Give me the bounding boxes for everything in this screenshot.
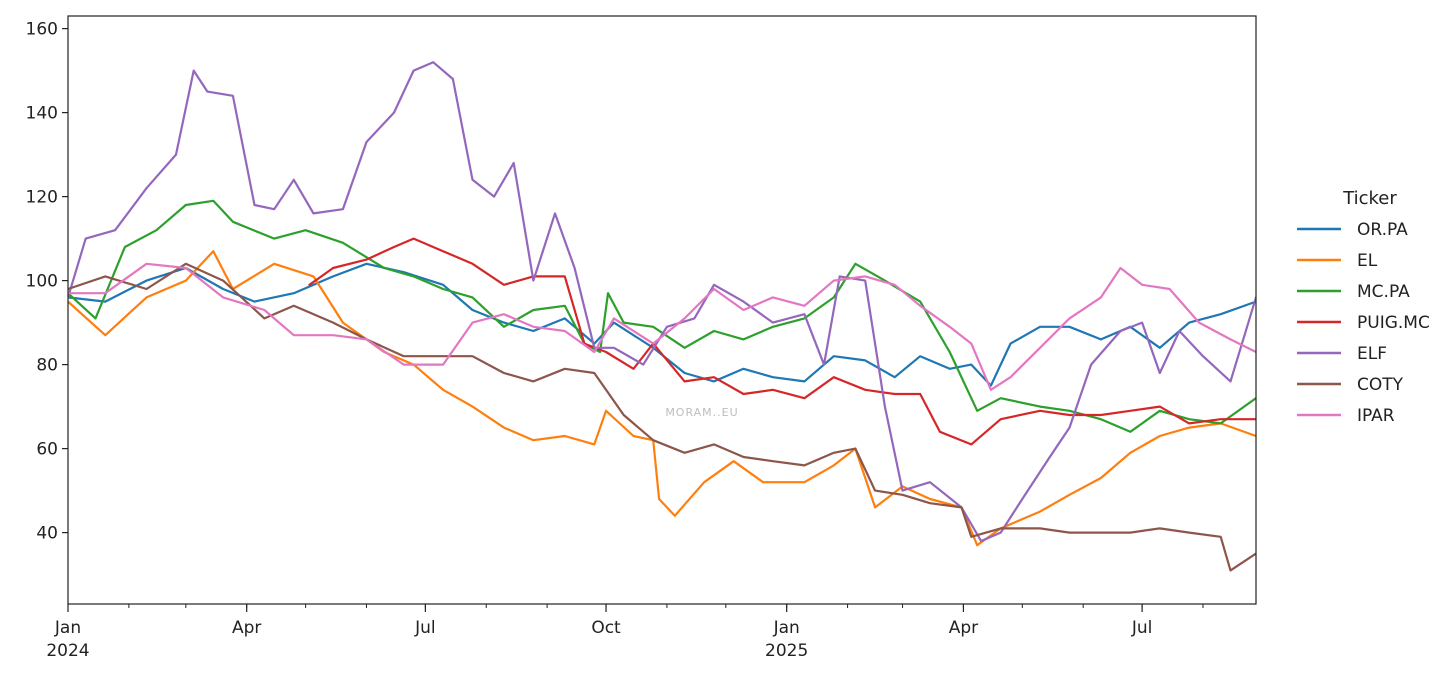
x-tick-label: Apr bbox=[232, 618, 261, 638]
x-tick-label: Jan bbox=[54, 618, 81, 638]
legend: Ticker OR.PA EL MC.PA PUIG.MC ELF COTY IPAR bbox=[1297, 188, 1430, 426]
y-tick-label: 120 bbox=[26, 188, 58, 208]
series-layer bbox=[68, 61, 1256, 572]
legend-label: PUIG.MC bbox=[1357, 313, 1430, 333]
y-tick-label: 100 bbox=[26, 272, 58, 292]
series-line-ipar bbox=[68, 262, 1256, 391]
x-tick-year-label: 2025 bbox=[765, 641, 808, 661]
y-tick-label: 140 bbox=[26, 104, 58, 124]
x-tick-year-label: 2024 bbox=[46, 641, 89, 661]
series-line-puig-mc bbox=[308, 237, 1256, 446]
series-line-coty bbox=[68, 262, 1256, 572]
x-tick-label: Oct bbox=[591, 618, 621, 638]
x-axis: Jan 2024 Apr Jul Oct Jan 2025 Apr Jul bbox=[46, 604, 1204, 661]
legend-label: IPAR bbox=[1357, 406, 1395, 426]
y-tick-label: 40 bbox=[36, 524, 58, 544]
y-axis: 40 60 80 100 120 140 160 bbox=[26, 20, 68, 544]
x-tick-label: Apr bbox=[949, 618, 978, 638]
plot-frame bbox=[67, 15, 1257, 605]
legend-label: MC.PA bbox=[1357, 282, 1410, 302]
y-tick-label: 160 bbox=[26, 20, 58, 40]
legend-label: EL bbox=[1357, 251, 1378, 271]
series-line-elf bbox=[68, 61, 1256, 543]
legend-title: Ticker bbox=[1342, 188, 1397, 209]
legend-label: COTY bbox=[1357, 375, 1404, 395]
series-line-mc-pa bbox=[68, 199, 1256, 433]
x-tick-label: Jul bbox=[1131, 618, 1153, 638]
x-tick-label: Jan bbox=[773, 618, 800, 638]
watermark: MORAM..EU bbox=[665, 406, 738, 419]
x-tick-label: Jul bbox=[414, 618, 436, 638]
y-tick-label: 80 bbox=[36, 356, 58, 376]
legend-label: OR.PA bbox=[1357, 220, 1408, 240]
series-line-el bbox=[68, 250, 1256, 547]
legend-label: ELF bbox=[1357, 344, 1387, 364]
y-tick-label: 60 bbox=[36, 440, 58, 460]
